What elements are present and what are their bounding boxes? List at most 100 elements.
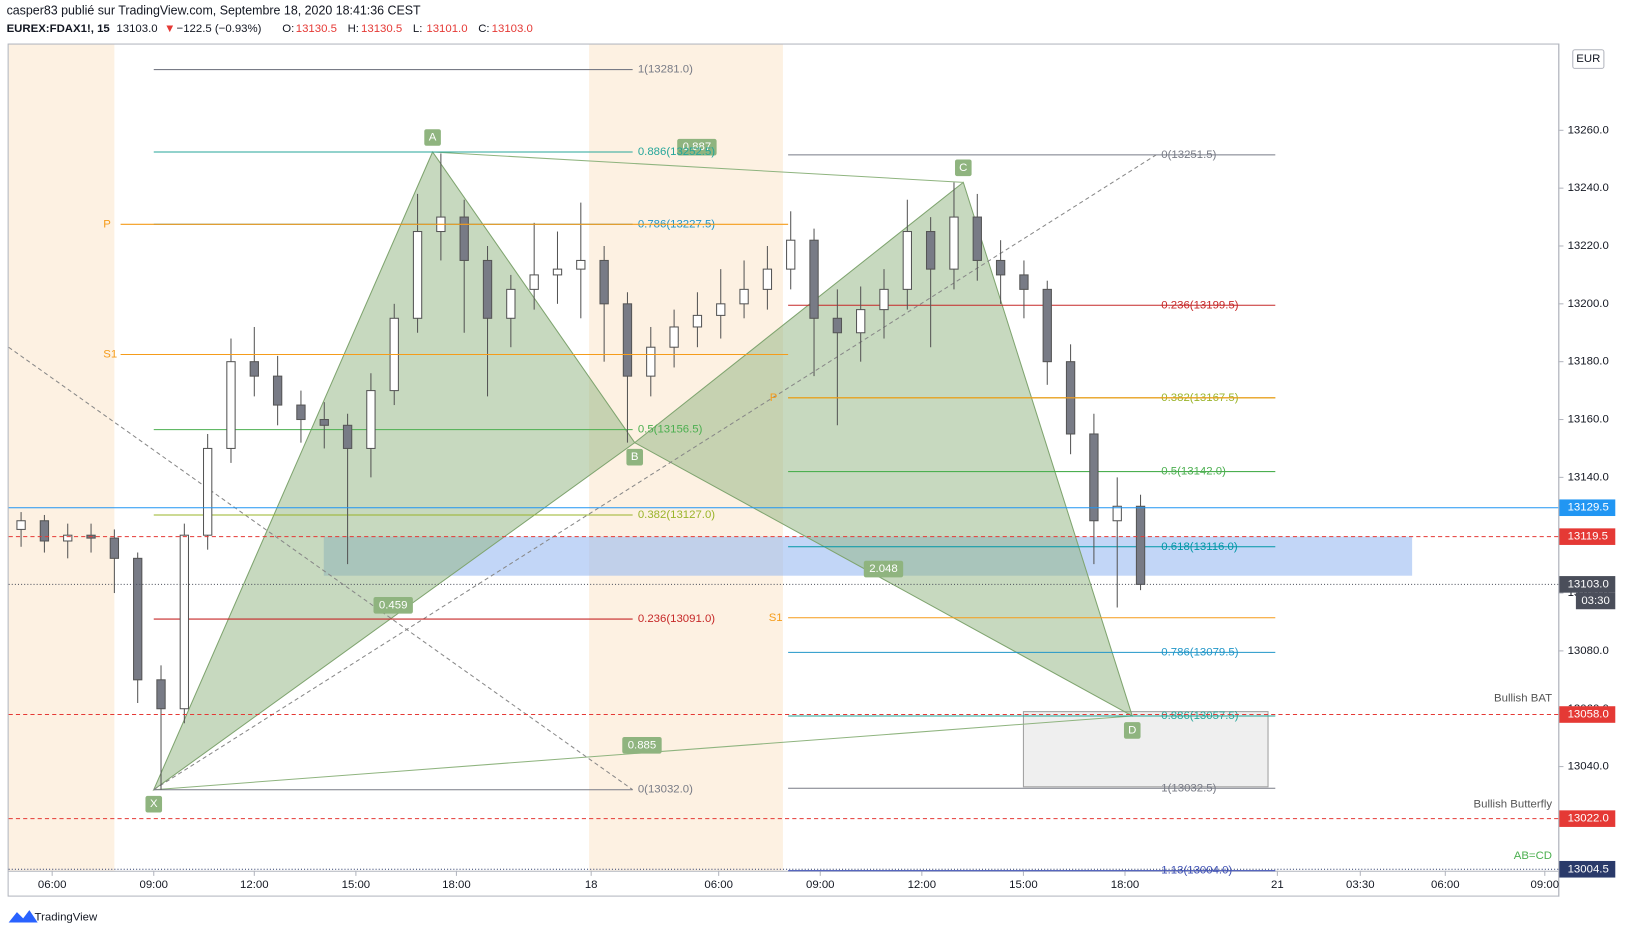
dashed-line [153,154,1157,791]
candle-body [576,259,586,270]
ratio-box [863,560,904,578]
currency-box[interactable] [1572,49,1605,69]
time-tick-label: 15:00 [342,879,371,891]
time-tick-label: 15:00 [1009,879,1038,891]
candle-body [296,404,306,421]
candle-body [809,239,819,319]
point-box [955,159,972,177]
candle-body [1135,505,1146,585]
candle-body [226,361,236,449]
candle-body [412,231,423,319]
candle-body [249,361,259,377]
candle-body [716,303,726,316]
candle-body [109,537,120,559]
pivot-label: P [103,218,111,230]
header-text: O: [282,23,294,35]
price-tick-label: 13240.0 [1568,182,1609,194]
fib-label: 0.886(13057.5) [1161,710,1238,722]
ratio-label: 0.459 [379,599,408,611]
fib-label: 1.13(13004.0) [1161,865,1232,877]
pattern-name: Bullish BAT [1494,693,1552,705]
price-badge-label: 13004.5 [1568,863,1609,875]
time-tick-label: 12:00 [240,879,269,891]
header-text: H: [348,23,359,35]
header-text: −122.5 (−0.93%) [177,23,262,35]
candle-body [972,216,982,261]
logo [8,910,38,923]
candle-body [16,520,26,530]
point-box [626,448,644,466]
fib-label: 0.5(13156.5) [638,424,703,436]
fib-label: 0.618(13116.0) [1161,541,1238,553]
candle-body [39,520,50,542]
candle-body [366,390,376,449]
candle-body [342,424,353,449]
price-badge [1559,860,1616,878]
price-badge [1559,528,1616,545]
price-tick-label: 13080.0 [1568,645,1609,657]
point-box [424,129,441,146]
price-tick-label: 13220.0 [1568,240,1609,252]
header-text: C: [478,23,489,35]
candle-body [832,317,843,334]
price-badge-label: 13129.5 [1568,502,1609,514]
header-text: L: [413,23,423,35]
candle-body [669,326,679,348]
footer-brand: TradingView [35,911,98,923]
fib-label: 0.236(13199.5) [1161,299,1238,311]
candle-body [63,534,73,542]
price-tick-label: 13200.0 [1568,298,1609,310]
candle-body [459,216,469,261]
fib-label: 0.382(13127.0) [638,509,715,521]
fib-label: 0.236(13091.0) [638,613,715,625]
header-line: casper83 publié sur TradingView.com, Sep… [7,4,421,18]
point-label: X [150,798,158,810]
header-text: 13101.0 [426,23,467,35]
candle-body [599,259,609,305]
fib-label: 0(13251.5) [1161,149,1216,161]
candle-body [1112,505,1122,522]
header-text: 13130.5 [296,23,337,35]
time-tick-label: 21 [1271,879,1284,891]
header-text: 13103.0 [116,23,157,35]
point-label: C [959,162,967,174]
candle-body [133,557,143,681]
candle-body [552,268,563,276]
session-shade [8,43,115,871]
currency[interactable]: EUR [1576,53,1600,65]
header-text: ▼ [164,23,175,35]
candle-body [1019,274,1029,290]
header-text: 13130.5 [361,23,402,35]
time-tick-label: 09:00 [1531,879,1560,891]
candle-body [202,447,213,536]
fib-label: 0.786(13079.5) [1161,646,1238,658]
price-tick-label: 13160.0 [1568,414,1609,426]
ratio-label: 0.885 [628,739,657,751]
ratio-label: 0.887 [683,141,712,153]
pivot-label: S1 [103,349,117,361]
candle-body [786,239,796,270]
time-tick-label: 06:00 [1431,879,1460,891]
time-tick-label: 18:00 [442,879,471,891]
point-label: B [631,451,639,463]
countdown-badge [1575,592,1616,610]
candle-body [879,288,889,311]
candle-body [949,216,959,270]
candle-body [319,418,329,426]
time-tick-label: 12:00 [908,879,937,891]
candle-body [156,679,166,710]
ratio-label: 2.048 [869,563,898,575]
candle-body [762,268,773,290]
point-label: A [429,131,437,143]
header-text: EUREX:FDAX1!, 15 [7,23,111,35]
candle-body [272,375,283,406]
price-tick-label: 13140.0 [1568,471,1609,483]
point-box [145,795,163,813]
pivot-label: P [770,392,778,404]
price-tick-label: 13180.0 [1568,356,1609,368]
time-tick-label: 09:00 [806,879,835,891]
ratio-box [677,138,717,156]
price-badge-label: 13103.0 [1568,578,1609,590]
candle-body [179,534,189,710]
